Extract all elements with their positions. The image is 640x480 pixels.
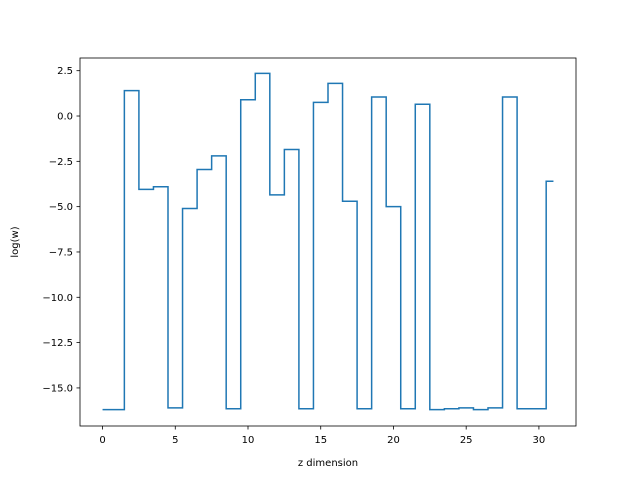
y-tick-label: −12.5 xyxy=(42,338,73,349)
y-axis-label: log(w) xyxy=(10,226,21,257)
y-tick-label: −15.0 xyxy=(42,383,73,394)
y-tick-label: 2.5 xyxy=(57,66,73,77)
y-tick-label: −10.0 xyxy=(42,293,73,304)
axes-frame xyxy=(79,57,577,427)
x-tick-label: 20 xyxy=(387,435,400,446)
x-axis: 0 5 10 15 20 25 30 xyxy=(99,426,545,446)
y-axis: 2.5 0.0 −2.5 −5.0 −7.5 −10.0 −12.5 −15.0 xyxy=(42,66,80,394)
x-tick-label: 5 xyxy=(172,435,178,446)
x-tick-label: 25 xyxy=(460,435,473,446)
y-tick-label: −7.5 xyxy=(49,247,73,258)
x-axis-label: z dimension xyxy=(298,458,358,469)
y-tick-label: −5.0 xyxy=(49,202,73,213)
x-tick-label: 0 xyxy=(99,435,105,446)
y-tick-label: −2.5 xyxy=(49,157,73,168)
x-tick-label: 10 xyxy=(242,435,255,446)
series-line xyxy=(102,72,554,411)
x-tick-label: 30 xyxy=(533,435,546,446)
x-tick-label: 15 xyxy=(314,435,327,446)
y-tick-label: 0.0 xyxy=(57,112,73,123)
